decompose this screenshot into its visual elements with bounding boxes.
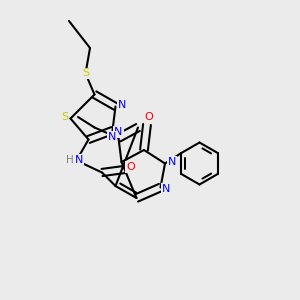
Text: O: O xyxy=(126,162,135,172)
Text: N: N xyxy=(74,154,83,165)
Text: N: N xyxy=(114,127,123,137)
Text: S: S xyxy=(82,68,89,79)
Text: N: N xyxy=(167,157,176,167)
Text: N: N xyxy=(162,184,171,194)
Text: O: O xyxy=(144,112,153,122)
Text: N: N xyxy=(118,100,126,110)
Text: S: S xyxy=(61,112,68,122)
Text: H: H xyxy=(66,154,74,165)
Text: N: N xyxy=(108,131,116,142)
